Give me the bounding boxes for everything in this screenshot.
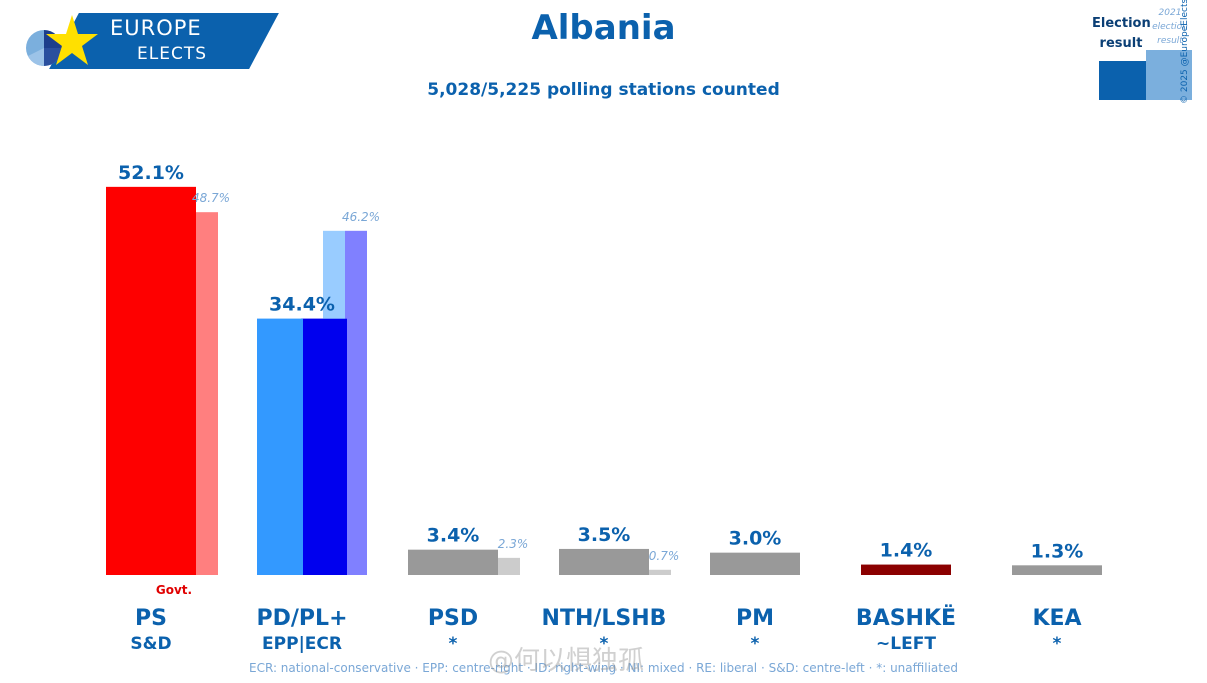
bar-kea xyxy=(1012,565,1102,575)
logo-text-europe: EUROPE xyxy=(110,16,202,40)
govt-note-ps: Govt. xyxy=(156,583,192,597)
party-group-kea: * xyxy=(1053,634,1062,654)
value-label-pm: 3.0% xyxy=(729,528,782,550)
legend-previous-label: 2021 election result xyxy=(1152,8,1188,46)
party-name-ps: PS xyxy=(135,606,167,631)
party-group-psd: * xyxy=(449,634,458,654)
chart-title: Albania xyxy=(531,8,676,48)
value-label-ps: 52.1% xyxy=(118,162,184,184)
value-label-psd: 3.4% xyxy=(427,525,480,547)
watermark: @何以惧独孤 xyxy=(488,646,645,676)
prev-value-label-psd: 2.3% xyxy=(498,537,529,551)
prev-bar-psd xyxy=(498,557,520,575)
value-label-bashk-: 1.4% xyxy=(880,540,933,562)
prev-value-label-ps: 48.7% xyxy=(192,191,230,205)
bar-pm xyxy=(710,552,800,575)
europe-elects-logo: EUROPE ELECTS xyxy=(20,10,279,72)
legend-current-swatch xyxy=(1099,61,1148,100)
party-name-psd: PSD xyxy=(428,606,478,631)
bar-ps xyxy=(106,186,196,576)
value-label-nth-lshb: 3.5% xyxy=(578,524,631,546)
bar-nth-lshb xyxy=(559,548,649,575)
bar-bashk- xyxy=(861,564,951,575)
party-name-pm: PM xyxy=(736,606,774,631)
footnote: ECR: national-conservative · EPP: centre… xyxy=(249,661,958,675)
party-name-pd-pl-: PD/PL+ xyxy=(257,606,348,631)
prev-value-label-pd-pl-: 46.2% xyxy=(342,210,380,224)
value-label-kea: 1.3% xyxy=(1031,540,1084,562)
value-label-pd-pl-: 34.4% xyxy=(269,294,335,316)
party-group-pd-pl-: EPP|ECR xyxy=(262,634,342,654)
chart-subtitle: 5,028/5,225 polling stations counted xyxy=(427,80,780,100)
logo-text-elects: ELECTS xyxy=(137,44,207,64)
party-group-ps: S&D xyxy=(130,634,171,654)
prev-bar-nth-lshb xyxy=(649,569,671,575)
prev-bar-pd-pl--part-1 xyxy=(345,230,367,575)
bar-psd xyxy=(408,549,498,575)
prev-bar-ps xyxy=(196,212,218,575)
legend: Election result 2021 election result xyxy=(1090,6,1205,106)
party-group-nth-lshb: * xyxy=(600,634,609,654)
legend-current-label: Election result xyxy=(1092,16,1151,51)
party-name-bashk-: BASHKË xyxy=(856,605,956,631)
bar-pd-pl--overlay-left xyxy=(257,318,303,575)
bar-pd-pl--overlay xyxy=(301,318,347,575)
prev-value-label-nth-lshb: 0.7% xyxy=(649,549,680,563)
party-name-nth-lshb: NTH/LSHB xyxy=(542,606,667,631)
party-group-bashk-: ~LEFT xyxy=(876,634,936,654)
party-name-kea: KEA xyxy=(1032,606,1081,631)
party-group-pm: * xyxy=(751,634,760,654)
legend-previous-swatch xyxy=(1146,50,1192,100)
logo-pie-star-icon xyxy=(26,15,98,66)
